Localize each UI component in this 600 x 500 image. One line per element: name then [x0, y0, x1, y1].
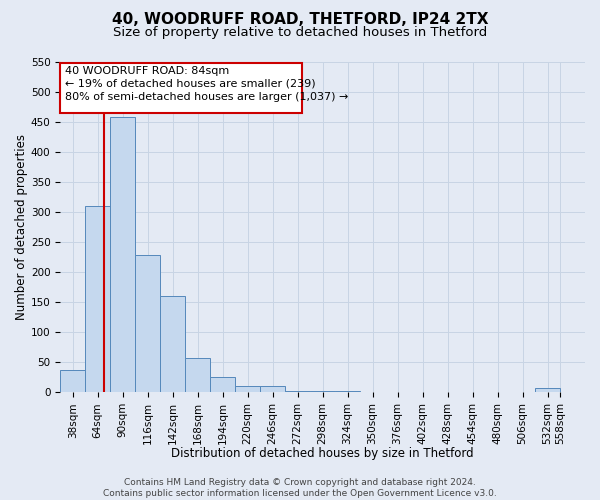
Bar [210, 376, 235, 392]
Text: Size of property relative to detached houses in Thetford: Size of property relative to detached ho… [113, 26, 487, 39]
Y-axis label: Number of detached properties: Number of detached properties [15, 134, 28, 320]
Bar [85, 206, 110, 392]
Bar [285, 390, 310, 392]
Bar [310, 391, 335, 392]
Text: 40, WOODRUFF ROAD, THETFORD, IP24 2TX: 40, WOODRUFF ROAD, THETFORD, IP24 2TX [112, 12, 488, 28]
Bar [260, 386, 285, 392]
X-axis label: Distribution of detached houses by size in Thetford: Distribution of detached houses by size … [172, 447, 474, 460]
Bar [185, 358, 210, 392]
FancyBboxPatch shape [60, 64, 302, 112]
Bar [535, 388, 560, 392]
Text: Contains HM Land Registry data © Crown copyright and database right 2024.
Contai: Contains HM Land Registry data © Crown c… [103, 478, 497, 498]
Bar [335, 391, 360, 392]
Bar [235, 386, 260, 392]
Bar [135, 255, 160, 392]
Bar [160, 296, 185, 392]
Bar [110, 118, 135, 392]
Text: 40 WOODRUFF ROAD: 84sqm
← 19% of detached houses are smaller (239)
80% of semi-d: 40 WOODRUFF ROAD: 84sqm ← 19% of detache… [65, 66, 349, 102]
Bar [60, 370, 85, 392]
